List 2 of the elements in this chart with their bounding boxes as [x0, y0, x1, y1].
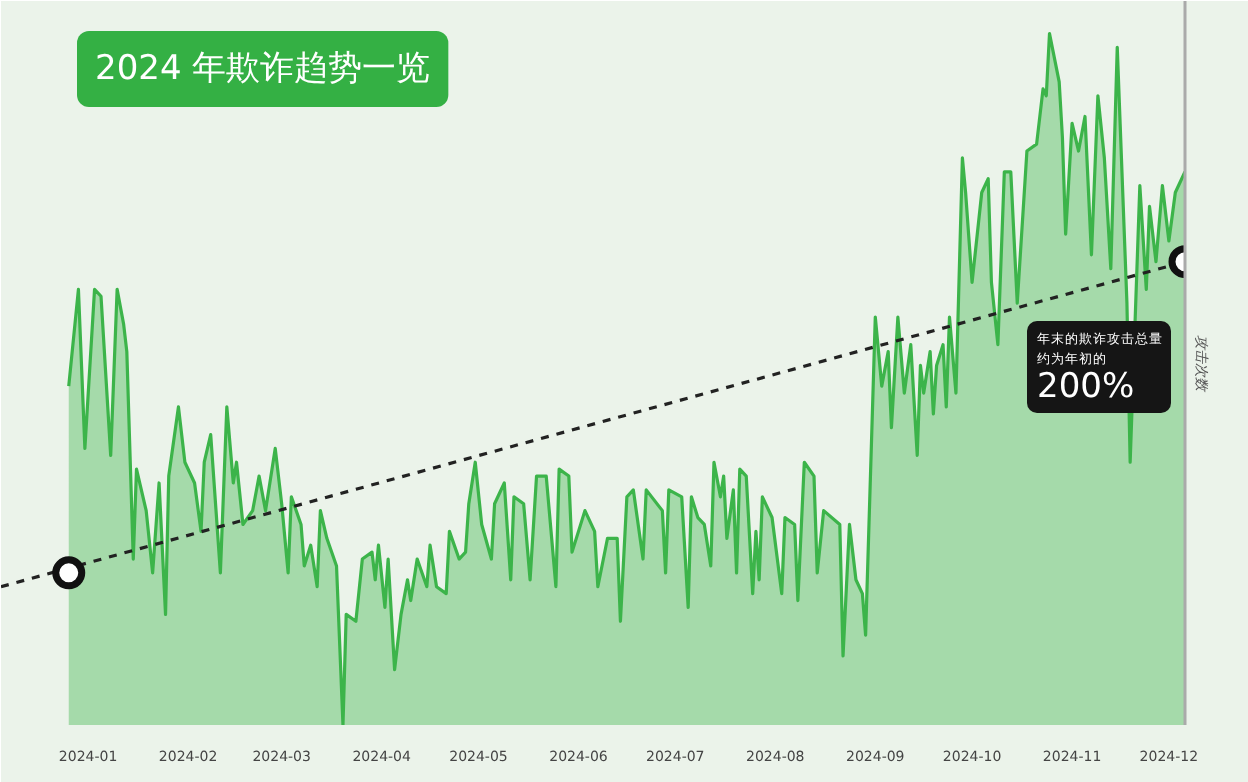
- annotation: 200%: [1037, 367, 1135, 407]
- text: 2024 年欺诈趋势一览: [95, 49, 431, 89]
